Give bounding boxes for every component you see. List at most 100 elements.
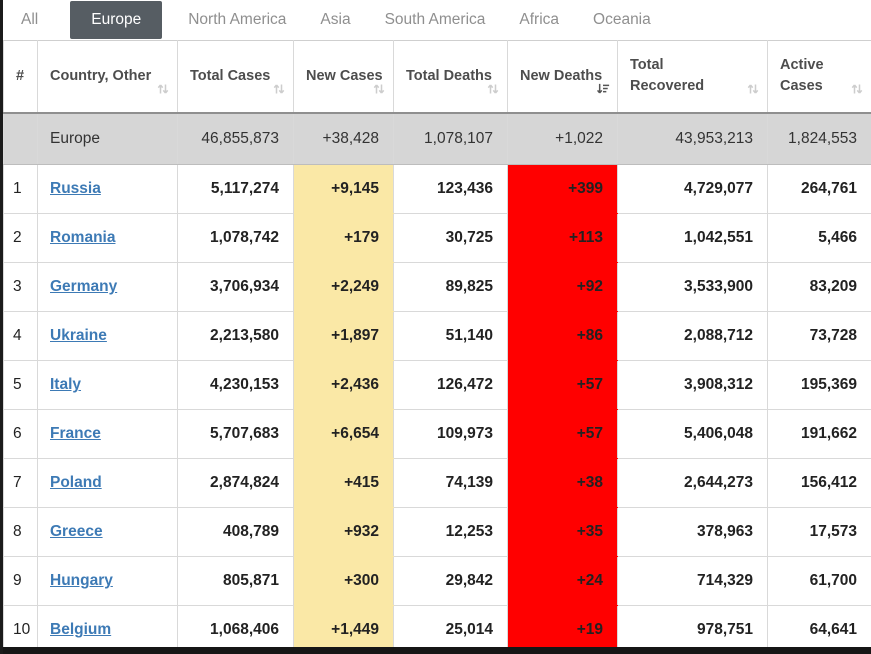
active-cases-cell: 1,824,553 — [767, 111, 871, 165]
rank-cell: 9 — [3, 556, 38, 606]
rank-cell: 1 — [3, 164, 38, 214]
country-link[interactable]: Hungary — [50, 572, 113, 589]
column-label: Total Recovered — [630, 57, 705, 95]
total-recovered-cell: 2,644,273 — [617, 458, 768, 508]
column-header-new_deaths[interactable]: New Deaths — [507, 40, 618, 113]
new-deaths-cell: +35 — [507, 507, 618, 557]
rank-cell: 8 — [3, 507, 38, 557]
active-cases-cell: 64,641 — [767, 605, 871, 654]
total-deaths-cell: 51,140 — [393, 311, 508, 361]
country-link[interactable]: Ukraine — [50, 327, 107, 344]
rank-cell — [3, 111, 38, 165]
country-link[interactable]: Germany — [50, 278, 118, 295]
new-deaths-cell: +24 — [507, 556, 618, 606]
country-link[interactable]: Belgium — [50, 621, 112, 638]
country-cell: Ukraine — [37, 311, 178, 361]
column-header-active_cases[interactable]: Active Cases — [767, 40, 871, 113]
total-recovered-cell: 3,908,312 — [617, 360, 768, 410]
table-row: 6 France 5,707,683 +6,654 109,973 +57 5,406,04… — [3, 409, 871, 459]
continent-totals-row: Europe 46,855,873 +38,428 1,078,107 +1,022 43… — [3, 111, 871, 165]
table-row: 5 Italy 4,230,153 +2,436 126,472 +57 3,908,312… — [3, 360, 871, 410]
table-body: Europe 46,855,873 +38,428 1,078,107 +1,022 43… — [3, 111, 871, 654]
active-cases-cell: 191,662 — [767, 409, 871, 459]
total-deaths-cell: 12,253 — [393, 507, 508, 557]
total-deaths-cell: 123,436 — [393, 164, 508, 214]
total-recovered-cell: 5,406,048 — [617, 409, 768, 459]
column-label: New Deaths — [520, 67, 603, 84]
total-deaths-cell: 29,842 — [393, 556, 508, 606]
table-row: 1 Russia 5,117,274 +9,145 123,436 +399 4,729,0… — [3, 164, 871, 214]
total-recovered-cell: 1,042,551 — [617, 213, 768, 263]
column-header-total_deaths[interactable]: Total Deaths — [393, 40, 508, 113]
total-deaths-cell: 109,973 — [393, 409, 508, 459]
total-deaths-cell: 126,472 — [393, 360, 508, 410]
sort-desc-icon — [596, 82, 610, 96]
rank-cell: 7 — [3, 458, 38, 508]
column-header-total_recovered[interactable]: Total Recovered — [617, 40, 768, 113]
header-row: # Country, Other Total Cases New Cases Total… — [3, 40, 871, 113]
active-cases-cell: 5,466 — [767, 213, 871, 263]
new-deaths-cell: +38 — [507, 458, 618, 508]
total-cases-cell: 5,707,683 — [177, 409, 294, 459]
new-cases-cell: +2,436 — [293, 360, 394, 410]
covid-table: # Country, Other Total Cases New Cases Total… — [3, 40, 871, 654]
new-deaths-cell: +92 — [507, 262, 618, 312]
total-recovered-cell: 2,088,712 — [617, 311, 768, 361]
country-cell: France — [37, 409, 178, 459]
sort-both-icon — [850, 82, 864, 96]
total-cases-cell: 46,855,873 — [177, 111, 294, 165]
tab-africa[interactable]: Africa — [519, 11, 560, 28]
column-label: # — [16, 67, 25, 84]
new-cases-cell: +300 — [293, 556, 394, 606]
total-deaths-cell: 74,139 — [393, 458, 508, 508]
total-deaths-cell: 89,825 — [393, 262, 508, 312]
total-recovered-cell: 714,329 — [617, 556, 768, 606]
column-header-new_cases[interactable]: New Cases — [293, 40, 394, 113]
new-deaths-cell: +57 — [507, 360, 618, 410]
total-cases-cell: 3,706,934 — [177, 262, 294, 312]
country-link[interactable]: Romania — [50, 229, 116, 246]
total-cases-cell: 2,874,824 — [177, 458, 294, 508]
total-cases-cell: 2,213,580 — [177, 311, 294, 361]
new-deaths-cell: +1,022 — [507, 111, 618, 165]
tab-north-america[interactable]: North America — [188, 11, 287, 28]
country-link[interactable]: Greece — [50, 523, 103, 540]
country-link[interactable]: Russia — [50, 180, 101, 197]
table-row: 4 Ukraine 2,213,580 +1,897 51,140 +86 2,088,71… — [3, 311, 871, 361]
country-link[interactable]: Italy — [50, 376, 82, 393]
country-link[interactable]: Poland — [50, 474, 102, 491]
new-cases-cell: +2,249 — [293, 262, 394, 312]
total-recovered-cell: 978,751 — [617, 605, 768, 654]
column-header-total_cases[interactable]: Total Cases — [177, 40, 294, 113]
tab-europe[interactable]: Europe — [70, 1, 163, 39]
table-row: 2 Romania 1,078,742 +179 30,725 +113 1,042,551… — [3, 213, 871, 263]
total-deaths-cell: 1,078,107 — [393, 111, 508, 165]
column-label: Total Cases — [190, 67, 271, 84]
new-cases-cell: +932 — [293, 507, 394, 557]
country-cell: Germany — [37, 262, 178, 312]
country-cell: Romania — [37, 213, 178, 263]
column-label: New Cases — [306, 67, 383, 84]
active-cases-cell: 264,761 — [767, 164, 871, 214]
new-cases-cell: +415 — [293, 458, 394, 508]
active-cases-cell: 73,728 — [767, 311, 871, 361]
tab-asia[interactable]: Asia — [320, 11, 351, 28]
active-cases-cell: 17,573 — [767, 507, 871, 557]
total-recovered-cell: 3,533,900 — [617, 262, 768, 312]
tab-oceania[interactable]: Oceania — [593, 11, 651, 28]
tab-south-america[interactable]: South America — [384, 11, 486, 28]
total-recovered-cell: 4,729,077 — [617, 164, 768, 214]
country-cell: Italy — [37, 360, 178, 410]
total-cases-cell: 4,230,153 — [177, 360, 294, 410]
rank-cell: 5 — [3, 360, 38, 410]
table-row: 3 Germany 3,706,934 +2,249 89,825 +92 3,533,90… — [3, 262, 871, 312]
total-cases-cell: 1,078,742 — [177, 213, 294, 263]
column-label: Total Deaths — [406, 67, 492, 84]
tab-all[interactable]: All — [21, 11, 39, 28]
country-link[interactable]: France — [50, 425, 101, 442]
column-header-country[interactable]: Country, Other — [37, 40, 178, 113]
new-cases-cell: +1,897 — [293, 311, 394, 361]
tab-bar: All Europe North America Asia South America A… — [3, 0, 871, 40]
new-cases-cell: +1,449 — [293, 605, 394, 654]
